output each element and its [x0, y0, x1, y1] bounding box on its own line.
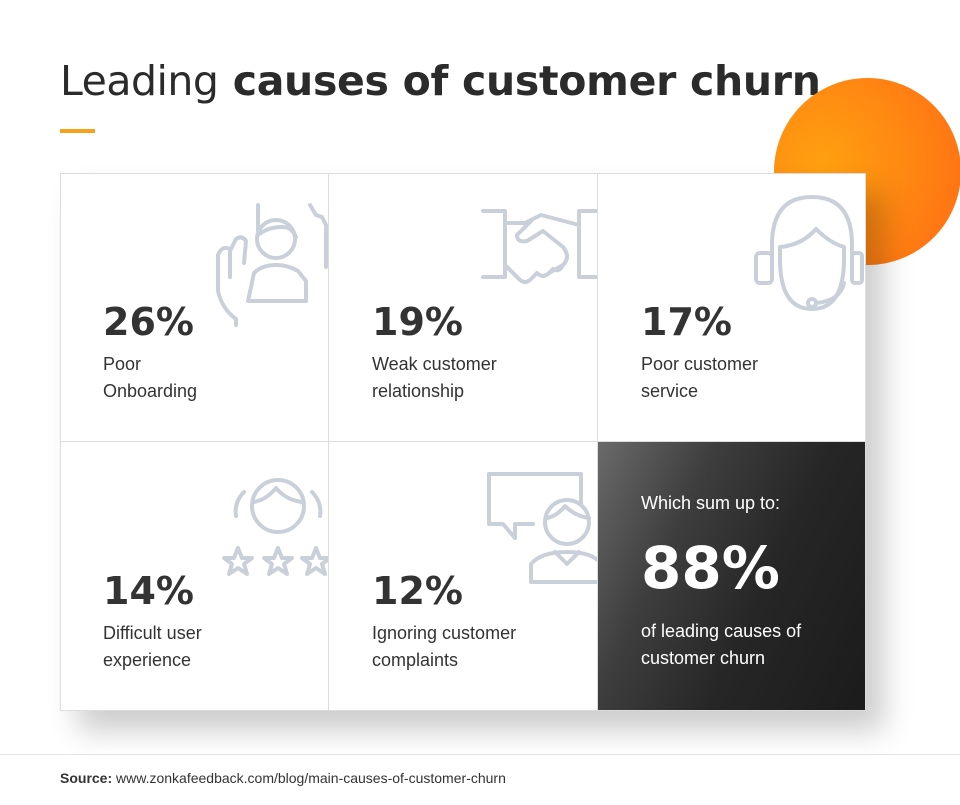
stat-value: 19% — [372, 300, 463, 344]
summary-description: of leading causes of customer churn — [641, 621, 802, 668]
stat-label: Weak customer relationship — [372, 354, 497, 401]
source-credit: Source: www.zonkafeedback.com/blog/main-… — [60, 770, 506, 786]
title-accent-bar — [60, 129, 95, 133]
stat-label: Ignoring customer complaints — [372, 623, 517, 670]
source-url: www.zonkafeedback.com/blog/main-causes-o… — [116, 770, 506, 786]
title-bold-part: causes of customer churn — [232, 57, 821, 105]
headset-agent-icon — [750, 189, 866, 315]
stat-value: 12% — [372, 569, 463, 613]
user-rating-stars-icon — [220, 472, 328, 582]
stat-label: Poor Onboarding — [103, 354, 198, 401]
stat-card-ignoring-customer-complaints: 12% Ignoring customer complaints — [329, 442, 598, 711]
stat-card-poor-customer-service: 17% Poor customer service — [598, 173, 866, 442]
stat-value: 26% — [103, 300, 194, 344]
stat-card-poor-onboarding: 26% Poor Onboarding — [60, 173, 329, 442]
title-light-part: Leading — [60, 57, 219, 105]
stat-label: Poor customer service — [641, 354, 759, 401]
hand-raising-person-icon — [210, 197, 328, 327]
churn-causes-grid: 26% Poor Onboarding 19% Weak customer re… — [60, 173, 866, 711]
person-speech-bubble-icon — [485, 470, 597, 590]
stat-value: 17% — [641, 300, 732, 344]
stat-label: Difficult user experience — [103, 623, 202, 670]
footer-divider — [0, 754, 960, 755]
stat-card-weak-customer-relationship: 19% Weak customer relationship — [329, 173, 598, 442]
summary-total: 88% — [641, 534, 780, 602]
stat-card-difficult-user-experience: 14% Difficult user experience — [60, 442, 329, 711]
page-title: Leading causes of customer churn — [60, 56, 821, 106]
handshake-icon — [479, 207, 597, 297]
source-label: Source: — [60, 770, 113, 786]
stat-value: 14% — [103, 569, 194, 613]
summary-card: Which sum up to: 88% of leading causes o… — [598, 442, 866, 711]
summary-intro: Which sum up to: — [641, 493, 781, 513]
